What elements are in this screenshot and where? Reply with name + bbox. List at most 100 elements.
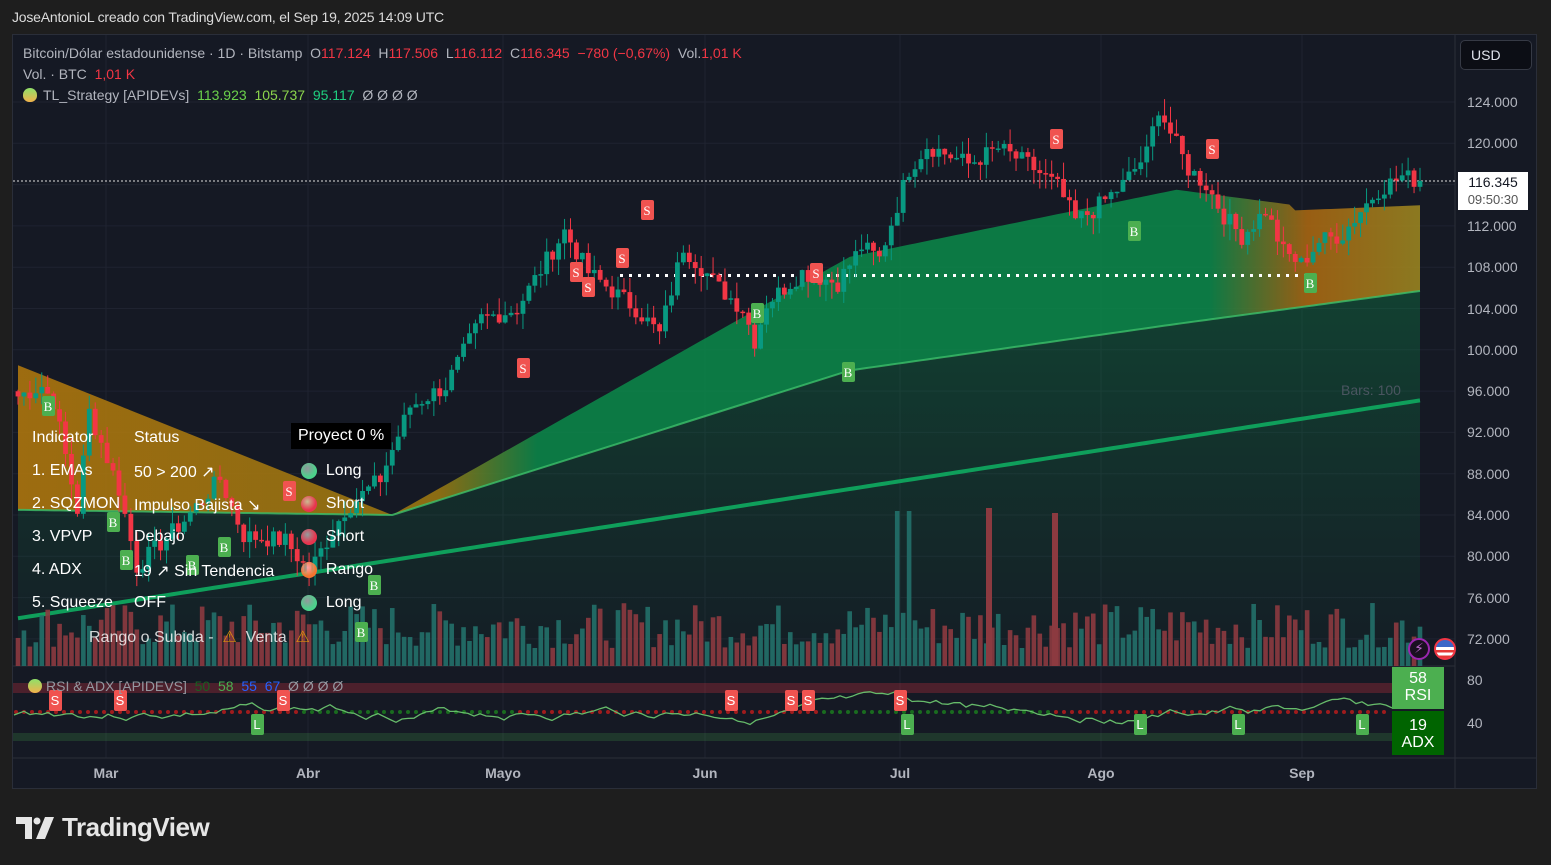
- symbol-name: Bitcoin/Dólar estadounidense · 1D · Bits…: [23, 45, 303, 61]
- close-value: 116.345: [520, 45, 570, 61]
- chart-credit: JoseAntonioL creado con TradingView.com,…: [12, 9, 444, 25]
- price-axis-tick: 84.000: [1467, 507, 1510, 523]
- price-axis-tick: 108.000: [1467, 259, 1518, 276]
- svg-text:L: L: [1358, 717, 1365, 732]
- last-price-label: 116.345 09:50:30: [1458, 172, 1528, 210]
- time-axis-tick: Sep: [1289, 765, 1315, 781]
- time-axis-tick: Jun: [692, 765, 718, 781]
- change-value: −780 (−0,67%): [577, 45, 671, 61]
- frog-icon: [28, 679, 42, 693]
- price-axis-tick: 88.000: [1467, 465, 1510, 482]
- price-axis-tick: 120.000: [1467, 135, 1518, 152]
- table-indicator: 3. VPVP: [32, 528, 93, 545]
- tradingview-logo[interactable]: TradingView: [16, 812, 210, 843]
- volume-legend[interactable]: Vol. · BTC 1,01 K: [23, 66, 136, 82]
- rsi-value-label: 58 RSI: [1392, 667, 1444, 709]
- svg-text:B: B: [220, 540, 229, 555]
- time-axis-tick: Abr: [295, 765, 321, 781]
- table-indicator: 2. SQZMON: [32, 495, 121, 512]
- signal-dot-icon: [301, 495, 317, 512]
- svg-text:B: B: [122, 553, 131, 568]
- table-signal: Short: [301, 495, 364, 513]
- table-status: Debajo: [134, 528, 185, 545]
- time-axis-tick: Ago: [1087, 765, 1115, 781]
- lightning-icon[interactable]: ⚡: [1408, 638, 1430, 660]
- time-axis-tick: Mayo: [485, 765, 521, 781]
- table-signal: Short: [301, 528, 364, 546]
- signal-dot-icon: [301, 462, 317, 479]
- high-value: 117.506: [388, 45, 439, 61]
- svg-text:L: L: [1136, 717, 1143, 732]
- table-header-status: Status: [134, 429, 180, 446]
- bar-countdown: 09:50:30: [1467, 192, 1519, 207]
- strategy-band-fill: [18, 189, 1420, 515]
- svg-text:S: S: [51, 693, 60, 708]
- price-axis-tick: 104.000: [1467, 300, 1518, 317]
- projection-badge: Proyect 0 %: [291, 423, 392, 449]
- svg-text:S: S: [1208, 142, 1215, 157]
- strategy-legend[interactable]: TL_Strategy [APIDEVs] 113.923 105.737 95…: [23, 87, 418, 103]
- price-axis-tick: 80.000: [1467, 548, 1510, 565]
- table-indicator: 5. Squeeze: [32, 594, 113, 611]
- symbol-legend[interactable]: Bitcoin/Dólar estadounidense · 1D · Bits…: [23, 45, 742, 61]
- table-status: 50 > 200 ↗: [134, 464, 215, 481]
- signal-dot-icon: [301, 561, 317, 578]
- rsi-axis-tick: 80: [1467, 672, 1483, 688]
- svg-text:S: S: [787, 693, 796, 708]
- time-axis-tick: Mar: [93, 765, 119, 781]
- volume-value: 1,01 K: [701, 45, 742, 61]
- price-axis-tick: 96.000: [1467, 383, 1510, 400]
- table-header-indicator: Indicator: [32, 429, 94, 446]
- svg-text:B: B: [844, 365, 853, 380]
- tradingview-logo-icon: [16, 816, 54, 839]
- svg-text:S: S: [812, 266, 819, 281]
- open-value: 117.124: [321, 45, 371, 61]
- svg-text:S: S: [727, 693, 736, 708]
- svg-text:S: S: [519, 361, 526, 376]
- table-signal: Rango: [301, 561, 373, 579]
- table-signal: Long: [301, 594, 361, 612]
- svg-text:S: S: [1052, 132, 1059, 147]
- svg-text:S: S: [618, 251, 625, 266]
- warning-icon: ⚠: [217, 629, 242, 646]
- adx-value-label: 19 ADX: [1392, 711, 1444, 755]
- strategy-name: TL_Strategy [APIDEVs]: [43, 87, 190, 103]
- table-status: OFF: [134, 594, 166, 611]
- svg-text:B: B: [1306, 276, 1315, 291]
- bars-note: Bars: 100: [1341, 382, 1401, 398]
- frog-icon: [23, 88, 37, 102]
- svg-text:L: L: [903, 717, 910, 732]
- low-value: 116.112: [453, 45, 503, 61]
- table-indicator: 4. ADX: [32, 561, 82, 578]
- svg-text:S: S: [804, 693, 813, 708]
- svg-text:S: S: [279, 693, 288, 708]
- rsi-axis-tick: 40: [1467, 715, 1483, 731]
- svg-text:S: S: [572, 265, 579, 280]
- table-status: 19 ↗ Sin Tendencia: [134, 563, 275, 580]
- rsi-legend[interactable]: RSI & ADX [APIDEVS] 50 58 55 67 Ø Ø Ø Ø: [28, 678, 343, 694]
- svg-text:B: B: [109, 515, 118, 530]
- svg-text:S: S: [896, 693, 905, 708]
- signal-dot-icon: [301, 528, 317, 545]
- svg-text:S: S: [285, 484, 292, 499]
- price-axis-tick: 72.000: [1467, 630, 1510, 647]
- price-axis-tick: 100.000: [1467, 341, 1518, 358]
- price-axis-tick: 112.000: [1467, 217, 1517, 234]
- table-signal: Long: [301, 462, 361, 480]
- svg-text:B: B: [357, 625, 366, 640]
- table-footer: Rango o Subida - ⚠ Venta ⚠: [89, 629, 310, 646]
- svg-text:S: S: [643, 203, 650, 218]
- svg-text:B: B: [370, 578, 379, 593]
- currency-button[interactable]: USD: [1460, 40, 1532, 70]
- svg-text:B: B: [753, 306, 762, 321]
- table-status: Impulso Bajista ↘: [134, 497, 261, 514]
- time-axis-tick: Jul: [889, 765, 911, 781]
- svg-text:L: L: [253, 717, 260, 732]
- signal-dot-icon: [301, 594, 317, 611]
- price-axis-tick: 76.000: [1467, 589, 1510, 606]
- price-axis-tick: 92.000: [1467, 424, 1510, 441]
- svg-text:B: B: [188, 558, 197, 573]
- us-flag-icon[interactable]: [1434, 638, 1456, 660]
- svg-text:B: B: [44, 399, 53, 414]
